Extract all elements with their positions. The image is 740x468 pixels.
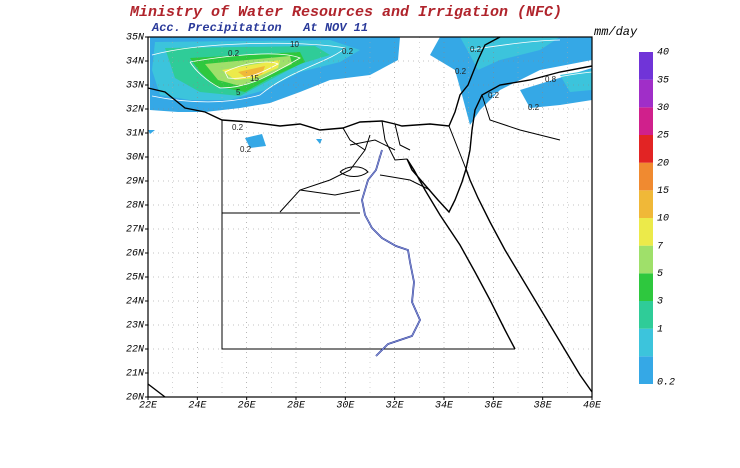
precip-area xyxy=(238,66,265,77)
contour-label: 0.2 xyxy=(240,145,252,154)
legend-label: 7 xyxy=(657,241,663,252)
border xyxy=(221,94,561,350)
legend-swatch xyxy=(639,135,653,163)
lat-label: 24N xyxy=(126,297,144,308)
lat-label: 22N xyxy=(126,345,144,356)
contour-label: 5 xyxy=(236,88,241,97)
precip-area xyxy=(148,130,155,134)
lat-label: 23N xyxy=(126,321,144,332)
axes: 20N 21N 22N 23N 24N 25N 26N 27N 28N 29N 30N 31N 32N 3… xyxy=(126,33,602,412)
lat-label: 28N xyxy=(126,201,144,212)
legend-swatch xyxy=(639,162,653,191)
grid xyxy=(148,37,592,397)
legend-label: 3 xyxy=(657,297,663,308)
lat-label: 31N xyxy=(126,129,144,140)
contour-label: 10 xyxy=(290,40,299,49)
contour-label: 0.2 xyxy=(228,49,240,58)
lon-label: 40E xyxy=(583,401,602,412)
lat-label: 34N xyxy=(126,57,144,68)
subtitle: Acc. Precipitation At NOV 11 xyxy=(151,21,368,35)
legend-swatch xyxy=(639,79,653,108)
lat-label: 20N xyxy=(126,393,144,404)
legend-label: 5 xyxy=(657,269,663,280)
legend-swatch xyxy=(639,273,653,301)
legend-swatch xyxy=(639,52,653,80)
lat-label: 33N xyxy=(126,81,144,92)
coastline xyxy=(147,36,501,131)
legend-swatch xyxy=(639,190,653,218)
lon-label: 22E xyxy=(139,401,158,412)
lon-label: 36E xyxy=(484,401,503,412)
lon-label: 28E xyxy=(287,401,306,412)
contour-label: 0.2 xyxy=(528,103,540,112)
plot-area: 0.2 10 15 5 0.2 0.2 0.2 0.2 0.2 0.8 0.2 … xyxy=(147,36,593,398)
legend-label: 10 xyxy=(657,214,669,225)
legend-swatch xyxy=(639,328,653,357)
lat-label: 32N xyxy=(126,105,144,116)
contour-label: 0.2 xyxy=(455,67,467,76)
legend-label: 35 xyxy=(657,75,669,86)
lat-label: 25N xyxy=(126,273,144,284)
contour-line xyxy=(469,39,593,96)
contour-label: 0.2 xyxy=(488,91,500,100)
legend-label: 15 xyxy=(657,186,669,197)
lon-label: 26E xyxy=(238,401,257,412)
contour-label: 0.2 xyxy=(232,123,244,132)
coastline xyxy=(147,383,166,398)
lat-label: 35N xyxy=(126,33,144,44)
contour-label: 0.8 xyxy=(545,75,557,84)
precip-area xyxy=(430,37,592,125)
units: mm/day xyxy=(594,25,638,39)
precip-area xyxy=(245,134,266,148)
lon-label: 30E xyxy=(336,401,355,412)
contour-line xyxy=(189,53,301,89)
lon-label: 38E xyxy=(534,401,553,412)
lat-label: 26N xyxy=(126,249,144,260)
legend-swatch xyxy=(639,356,653,384)
legend-label: 25 xyxy=(657,131,669,142)
lon-label: 24E xyxy=(188,401,207,412)
contour-line xyxy=(151,42,346,103)
legend-label: 0.2 xyxy=(657,378,675,389)
plot-frame xyxy=(147,36,593,398)
legend-swatch xyxy=(639,107,653,135)
nile-river-inner xyxy=(361,149,421,357)
legend-swatch xyxy=(639,218,653,246)
lat-label: 30N xyxy=(126,153,144,164)
contour-label: 0.2 xyxy=(470,45,482,54)
lat-label: 27N xyxy=(126,225,144,236)
lon-label: 34E xyxy=(435,401,454,412)
contours xyxy=(151,39,593,103)
lat-label: 29N xyxy=(126,177,144,188)
contour-label: 0.2 xyxy=(342,47,354,56)
coastline xyxy=(406,158,593,393)
lon-label: 32E xyxy=(386,401,405,412)
title: Ministry of Water Resources and Irrigati… xyxy=(129,4,562,21)
legend-label: 20 xyxy=(657,158,669,169)
lat-label: 21N xyxy=(126,369,144,380)
legend-label: 1 xyxy=(657,324,663,335)
legend-label: 30 xyxy=(657,103,669,114)
legend-label: 40 xyxy=(657,48,669,59)
contour-label: 15 xyxy=(250,74,259,83)
legend-swatch xyxy=(639,245,653,274)
contour-line xyxy=(224,61,279,79)
legend-swatch xyxy=(639,301,653,329)
